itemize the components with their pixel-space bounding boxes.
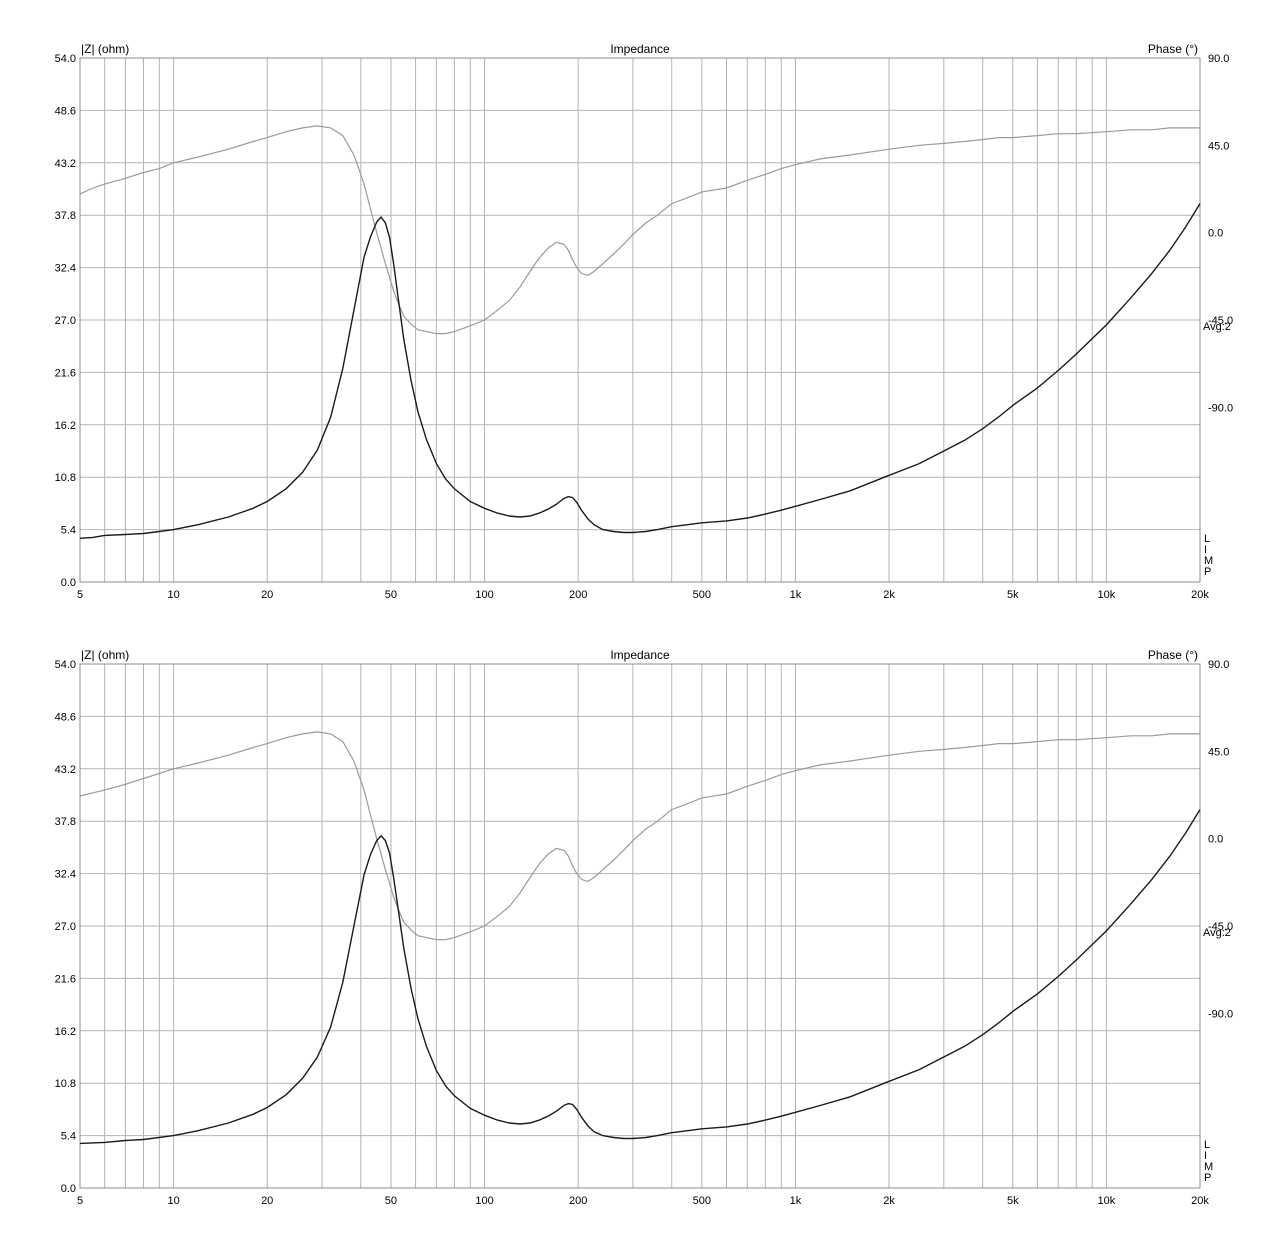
phase-curve: [79, 125, 1200, 335]
x-tick-label: 100: [475, 1195, 493, 1207]
x-tick-labels: 5 10 20 50 100 200 500 1k 2k 5k 10k 20k: [77, 1195, 1209, 1207]
x-tick-label: 5k: [1007, 589, 1019, 601]
impedance-chart-top: 54.0 48.6 43.2 37.8 32.4 27.0 21.6 16.2 10.8 5.4 0…: [55, 42, 1234, 601]
y-tick-label: 43.2: [55, 764, 76, 776]
y-tick-label: 37.8: [55, 210, 76, 222]
x-tick-label: 20k: [1191, 1195, 1209, 1207]
lim-letter: L: [1204, 1139, 1210, 1151]
y-tick-label: 10.8: [55, 472, 76, 484]
y2-tick-labels: 90.0 45.0 0.0 -45.0 -90.0: [1208, 659, 1233, 1020]
y-tick-label: 54.0: [55, 53, 76, 65]
x-tick-label: 100: [475, 589, 493, 601]
y-tick-label: 27.0: [55, 315, 76, 327]
lim-letter: L: [1204, 533, 1210, 545]
lim-letter: I: [1204, 544, 1207, 556]
y2-tick-label: 45.0: [1208, 140, 1229, 152]
phase-curve: [79, 731, 1200, 941]
y2-tick-label: -45.0: [1208, 315, 1233, 327]
y2-tick-label: 0.0: [1208, 228, 1223, 240]
y-tick-label: 0.0: [61, 1183, 76, 1195]
x-tick-label: 5: [77, 1195, 83, 1207]
y-tick-label: 48.6: [55, 105, 76, 117]
impedance-curve: [79, 809, 1201, 1145]
x-tick-label: 2k: [883, 589, 895, 601]
x-tick-label: 10k: [1098, 1195, 1116, 1207]
chart-title: Impedance: [610, 648, 670, 662]
y-tick-label: 43.2: [55, 158, 76, 170]
x-tick-label: 500: [693, 1195, 711, 1207]
y2-tick-label: 90.0: [1208, 659, 1229, 671]
horizontal-gridlines: [80, 109, 1200, 531]
y2-tick-label: 90.0: [1208, 53, 1229, 65]
x-tick-label: 10k: [1098, 589, 1116, 601]
impedance-chart-bottom: 54.0 48.6 43.2 37.8 32.4 27.0 21.6 16.2 10.8 5.4 0…: [55, 648, 1234, 1207]
lim-marker: L I M P: [1204, 533, 1213, 578]
x-tick-labels: 5 10 20 50 100 200 500 1k 2k 5k 10k 20k: [77, 589, 1209, 601]
x-tick-label: 50: [385, 1195, 397, 1207]
x-tick-label: 20: [261, 589, 273, 601]
x-tick-label: 5k: [1007, 1195, 1019, 1207]
horizontal-gridlines: [80, 715, 1200, 1137]
y2-tick-label: 45.0: [1208, 746, 1229, 758]
avg-annotation: Avg:2: [1203, 321, 1231, 333]
x-tick-label: 200: [569, 589, 587, 601]
y-tick-label: 0.0: [61, 577, 76, 589]
lim-letter: M: [1204, 555, 1213, 567]
x-tick-label: 20: [261, 1195, 273, 1207]
y-tick-label: 16.2: [55, 1026, 76, 1038]
y2-tick-label: -90.0: [1208, 402, 1233, 414]
x-tick-label: 1k: [790, 589, 802, 601]
x-tick-label: 200: [569, 1195, 587, 1207]
y-tick-label: 16.2: [55, 420, 76, 432]
lim-letter: P: [1204, 1172, 1211, 1184]
x-tick-label: 500: [693, 589, 711, 601]
y-tick-label: 10.8: [55, 1078, 76, 1090]
chart-title: Impedance: [610, 42, 670, 56]
avg-annotation: Avg:2: [1203, 927, 1231, 939]
y-tick-label: 32.4: [55, 869, 76, 881]
x-tick-label: 20k: [1191, 589, 1209, 601]
y2-tick-labels: 90.0 45.0 0.0 -45.0 -90.0: [1208, 53, 1233, 414]
y-tick-label: 21.6: [55, 367, 76, 379]
y-tick-label: 5.4: [61, 1131, 76, 1143]
y-tick-label: 5.4: [61, 525, 76, 537]
lim-letter: M: [1204, 1161, 1213, 1173]
y-tick-label: 48.6: [55, 711, 76, 723]
y-tick-label: 27.0: [55, 921, 76, 933]
lim-marker: L I M P: [1204, 1139, 1213, 1184]
x-tick-label: 2k: [883, 1195, 895, 1207]
y2-axis-label: Phase (°): [1148, 648, 1198, 662]
y2-tick-label: -45.0: [1208, 921, 1233, 933]
y-tick-label: 54.0: [55, 659, 76, 671]
y2-tick-label: -90.0: [1208, 1008, 1233, 1020]
plot-border: [79, 57, 1201, 583]
plot-border: [79, 663, 1201, 1189]
y-tick-label: 32.4: [55, 263, 76, 275]
y-tick-labels: 54.0 48.6 43.2 37.8 32.4 27.0 21.6 16.2 10.8 5.4 0…: [55, 659, 76, 1195]
y-tick-label: 21.6: [55, 973, 76, 985]
y2-tick-label: 0.0: [1208, 834, 1223, 846]
x-tick-label: 1k: [790, 1195, 802, 1207]
x-tick-label: 10: [167, 589, 179, 601]
y-tick-labels: 54.0 48.6 43.2 37.8 32.4 27.0 21.6 16.2 10.8 5.4 0…: [55, 53, 76, 589]
x-tick-label: 50: [385, 589, 397, 601]
x-tick-label: 10: [167, 1195, 179, 1207]
x-tick-label: 5: [77, 589, 83, 601]
lim-letter: P: [1204, 566, 1211, 578]
y-tick-label: 37.8: [55, 816, 76, 828]
y-axis-label: |Z| (ohm): [81, 42, 129, 56]
lim-letter: I: [1204, 1150, 1207, 1162]
y-axis-label: |Z| (ohm): [81, 648, 129, 662]
y2-axis-label: Phase (°): [1148, 42, 1198, 56]
impedance-curve: [79, 203, 1201, 539]
